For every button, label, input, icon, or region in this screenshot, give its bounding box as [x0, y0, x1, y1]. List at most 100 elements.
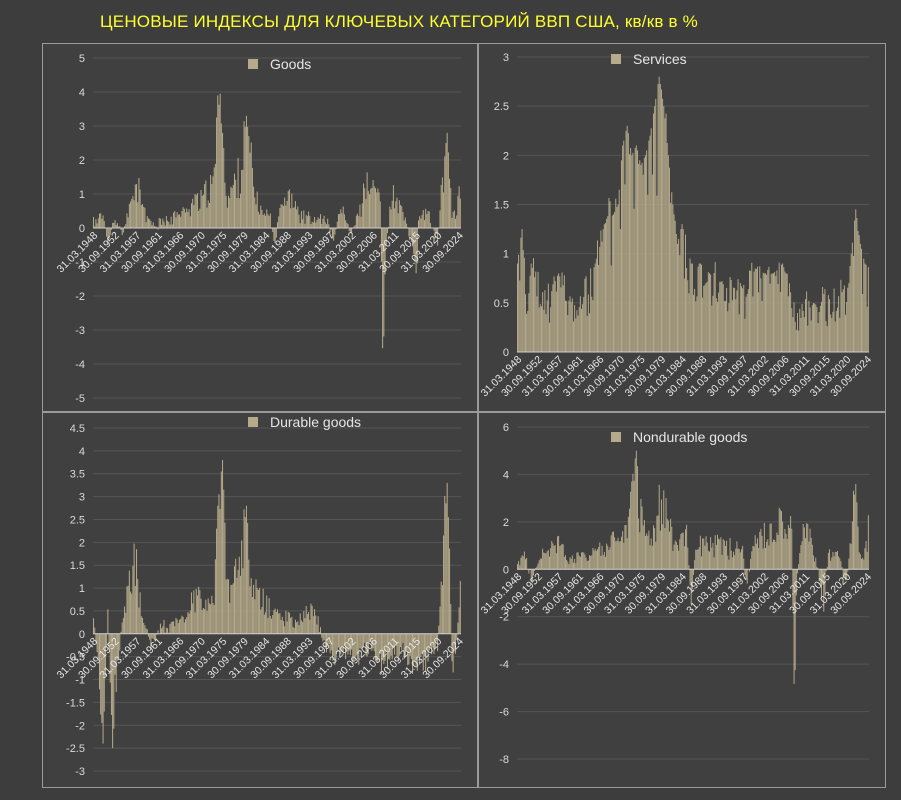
- bar: [573, 562, 574, 570]
- bar: [185, 212, 187, 228]
- bar: [698, 547, 700, 570]
- bar: [383, 228, 385, 337]
- bar: [290, 617, 292, 634]
- bar: [704, 284, 706, 352]
- bar: [293, 207, 295, 228]
- bar: [292, 626, 294, 634]
- bar: [351, 228, 353, 233]
- bar: [413, 633, 415, 665]
- bar: [565, 300, 566, 352]
- bar: [428, 211, 430, 228]
- bar: [291, 616, 293, 634]
- bar: [231, 584, 233, 634]
- bar: [182, 616, 184, 634]
- bar: [226, 207, 228, 228]
- bar: [351, 633, 353, 650]
- bar: [688, 565, 690, 570]
- bar: [167, 628, 169, 634]
- bar: [314, 216, 316, 228]
- bar: [372, 179, 374, 228]
- bar: [794, 321, 796, 352]
- bar: [220, 123, 222, 228]
- bar: [691, 569, 693, 590]
- bar: [388, 226, 390, 228]
- bar: [528, 569, 530, 574]
- bar: [308, 612, 310, 634]
- y-tick-label: 1: [79, 583, 85, 595]
- bar: [671, 526, 673, 570]
- bar: [345, 633, 347, 660]
- bar: [373, 633, 375, 652]
- bar: [673, 544, 675, 570]
- bar: [559, 546, 561, 570]
- bar: [842, 289, 844, 352]
- bar: [811, 304, 813, 352]
- bar: [263, 614, 265, 634]
- bar: [412, 633, 414, 674]
- bar: [320, 627, 322, 634]
- bar: [304, 223, 306, 228]
- bar: [629, 508, 630, 570]
- bar: [669, 531, 670, 570]
- bar: [752, 545, 754, 570]
- bar: [257, 589, 259, 634]
- bar: [131, 593, 133, 634]
- bar: [614, 537, 616, 570]
- bar: [284, 197, 286, 228]
- bar: [662, 524, 664, 570]
- bar: [714, 535, 716, 570]
- bar: [366, 633, 368, 657]
- bar: [778, 507, 780, 570]
- bar: [302, 622, 304, 634]
- bar: [794, 569, 796, 671]
- bar: [114, 633, 116, 675]
- bar: [384, 633, 386, 661]
- bar: [833, 556, 835, 570]
- y-tick-label: -4: [499, 659, 509, 671]
- y-tick-label: 0: [79, 629, 85, 641]
- bar: [522, 556, 524, 570]
- bar: [845, 314, 846, 352]
- bar: [312, 616, 314, 634]
- bar: [229, 198, 231, 228]
- bar: [195, 588, 197, 634]
- bar: [457, 622, 459, 634]
- bar: [190, 203, 192, 228]
- bar: [840, 561, 842, 570]
- bar: [663, 106, 665, 352]
- legend-swatch: [611, 54, 621, 64]
- bar: [328, 633, 330, 644]
- bar: [415, 633, 417, 666]
- bar: [121, 622, 123, 634]
- bar: [341, 633, 343, 652]
- bar: [610, 265, 612, 352]
- bar: [582, 304, 584, 352]
- bar: [282, 621, 284, 634]
- bar: [343, 214, 345, 228]
- bar: [593, 550, 595, 570]
- bar: [670, 202, 672, 352]
- bar: [646, 150, 648, 352]
- bar: [795, 330, 797, 352]
- bar: [394, 633, 396, 655]
- bar: [331, 228, 333, 239]
- bar: [539, 304, 541, 352]
- bar: [801, 303, 803, 352]
- bar: [110, 228, 112, 230]
- bar: [629, 154, 630, 352]
- bar: [743, 558, 745, 570]
- bar: [219, 93, 221, 228]
- bar: [255, 579, 257, 634]
- bar: [385, 228, 387, 245]
- bar: [279, 612, 281, 634]
- bar: [671, 192, 673, 352]
- bar: [213, 604, 215, 634]
- bar: [159, 218, 161, 228]
- bar: [624, 525, 626, 570]
- bar: [531, 267, 533, 352]
- bar: [791, 308, 793, 352]
- bar: [98, 633, 100, 690]
- bar: [288, 612, 290, 634]
- bar: [734, 288, 736, 352]
- bar: [415, 228, 417, 274]
